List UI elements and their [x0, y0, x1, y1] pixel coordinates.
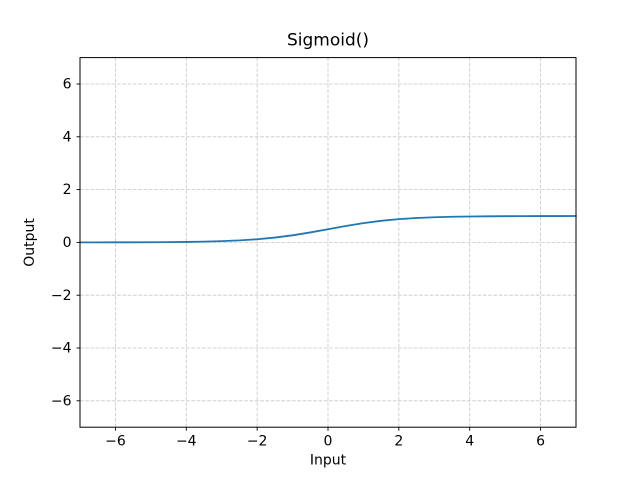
x-tick-label: 0	[324, 434, 333, 450]
x-tick-label: 2	[394, 434, 403, 450]
y-tick-label: −4	[51, 341, 72, 357]
x-axis-label: Input	[310, 453, 347, 469]
y-tick-label: 4	[63, 129, 72, 145]
y-tick-label: −6	[51, 393, 72, 409]
y-axis-label: Output	[22, 218, 38, 267]
axes-layer	[76, 57, 577, 431]
y-tick-label: 2	[63, 182, 72, 198]
sigmoid-curve	[79, 215, 577, 244]
plot-border	[79, 57, 577, 428]
x-tick-label: 4	[465, 434, 474, 450]
tick-label-layer: −6 −4 −2 0 2 4 6 −6 −4 −2 0 2 4 6	[51, 77, 545, 450]
y-tick-label: 6	[63, 77, 72, 93]
data-layer	[79, 215, 577, 244]
x-tick-label: 6	[536, 434, 545, 450]
x-tick-label: −6	[105, 434, 126, 450]
x-tick-label: −2	[247, 434, 268, 450]
x-tick-label: −4	[176, 434, 197, 450]
y-tick-label: −2	[51, 288, 72, 304]
chart-title: Sigmoid()	[287, 31, 369, 51]
y-tick-label: 0	[63, 235, 72, 251]
